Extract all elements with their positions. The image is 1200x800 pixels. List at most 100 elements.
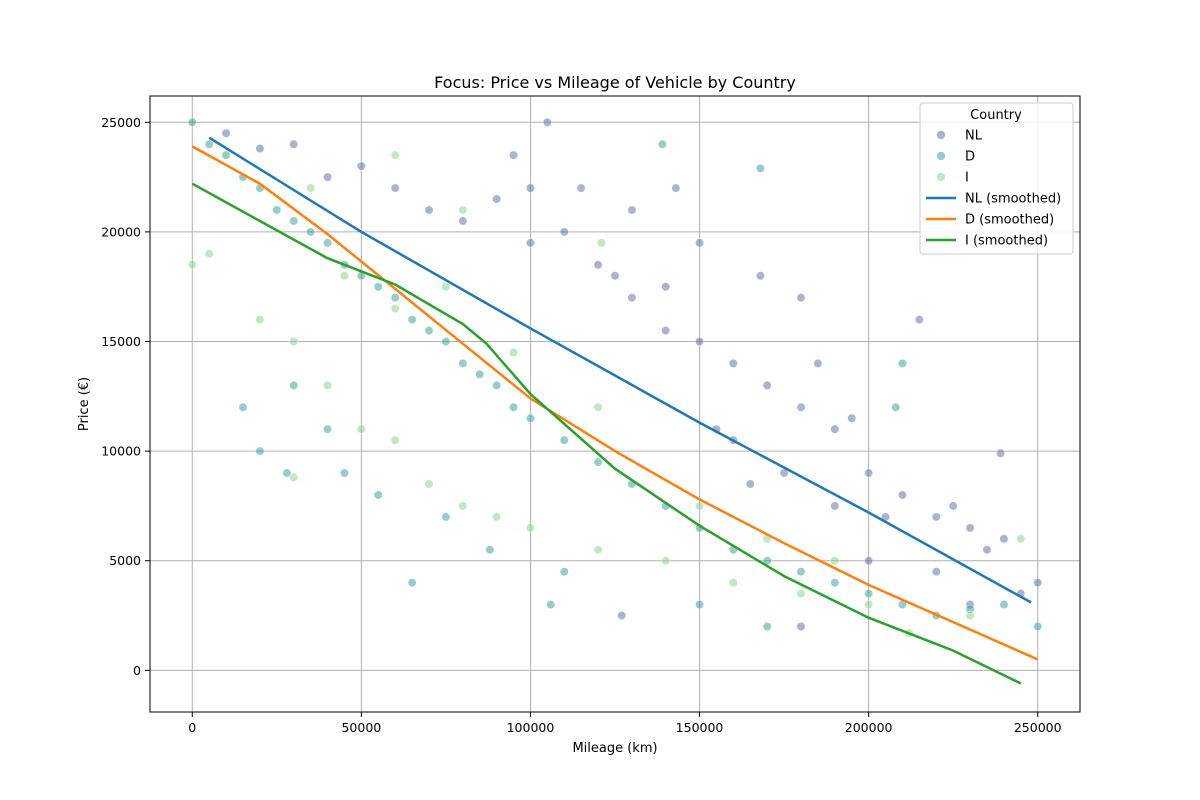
scatter-point-nl xyxy=(914,315,924,325)
scatter-point-i xyxy=(864,600,874,610)
scatter-point-i xyxy=(593,545,603,555)
scatter-point-nl xyxy=(931,512,941,522)
scatter-point-nl xyxy=(255,144,265,154)
scatter-point-i xyxy=(458,205,468,215)
scatter-point-nl xyxy=(762,380,772,390)
legend-marker-i xyxy=(936,172,946,182)
scatter-point-d xyxy=(323,424,333,434)
scatter-point-d xyxy=(525,413,535,423)
legend-marker-nl xyxy=(936,130,946,140)
scatter-point-nl xyxy=(996,448,1006,458)
scatter-point-i xyxy=(255,315,265,325)
legend-label-nl: NL xyxy=(965,129,983,144)
scatter-point-d xyxy=(282,468,292,478)
scatter-point-d xyxy=(373,282,383,292)
y-tick-label: 25000 xyxy=(101,115,141,130)
plot-frame xyxy=(149,95,1081,713)
scatter-point-d xyxy=(272,205,282,215)
legend-label-d: D xyxy=(965,150,975,165)
y-tick-label: 20000 xyxy=(101,224,141,239)
scatter-point-i xyxy=(306,183,316,193)
scatter-point-nl xyxy=(525,238,535,248)
scatter-point-d xyxy=(475,369,485,379)
legend-label-i-smoothed: I (smoothed) xyxy=(965,234,1048,249)
scatter-point-nl xyxy=(424,205,434,215)
x-tick-label: 100000 xyxy=(507,720,555,735)
y-tick-label: 0 xyxy=(133,663,141,678)
scatter-point-d xyxy=(289,216,299,226)
scatter-point-d xyxy=(390,293,400,303)
scatter-point-nl xyxy=(390,183,400,193)
scatter-point-d xyxy=(755,163,765,173)
scatter-point-d xyxy=(762,622,772,632)
scatter-point-i xyxy=(965,611,975,621)
legend-items: NL DI NL (smoothed) D (smoothed) I (smoothed… xyxy=(926,129,1061,249)
scatter-point-i xyxy=(356,424,366,434)
scatter-point-d xyxy=(999,600,1009,610)
scatter-point-d xyxy=(306,227,316,237)
scatter-point-d xyxy=(657,139,667,149)
scatter-point-nl xyxy=(813,358,823,368)
scatter-point-i xyxy=(390,304,400,314)
scatter-point-i xyxy=(424,479,434,489)
scatter-point-nl xyxy=(289,139,299,149)
scatter-point-nl xyxy=(695,238,705,248)
scatter-point-d xyxy=(492,380,502,390)
scatter-point-nl xyxy=(661,282,671,292)
scatter-point-nl xyxy=(847,413,857,423)
scatter-point-d xyxy=(897,358,907,368)
scatter-point-nl xyxy=(931,567,941,577)
scatter-point-i xyxy=(596,238,606,248)
scatter-point-d xyxy=(1033,622,1043,632)
scatter-point-d xyxy=(187,117,197,127)
scatter-point-d xyxy=(864,589,874,599)
legend-box xyxy=(919,102,1074,255)
scatter-point-nl xyxy=(982,545,992,555)
scatter-point-i xyxy=(339,271,349,281)
scatter-point-nl xyxy=(525,183,535,193)
scatter-point-nl xyxy=(695,337,705,347)
scatter-point-nl xyxy=(864,468,874,478)
scatter-point-d xyxy=(593,457,603,467)
scatter-point-i xyxy=(509,347,519,357)
scatter-point-i xyxy=(323,380,333,390)
scatter-point-d xyxy=(559,567,569,577)
scatter-point-nl xyxy=(830,501,840,511)
scatter-point-d xyxy=(407,578,417,588)
scatter-point-nl xyxy=(796,293,806,303)
scatter-point-d xyxy=(441,512,451,522)
scatter-point-nl xyxy=(221,128,231,138)
legend-title: Country xyxy=(970,108,1022,123)
scatter-point-nl xyxy=(796,622,806,632)
x-tick-label: 50000 xyxy=(341,720,381,735)
scatter-point-d xyxy=(559,435,569,445)
scatter-point-i xyxy=(1016,534,1026,544)
scatter-point-nl xyxy=(627,293,637,303)
scatter-point-d xyxy=(339,468,349,478)
scatter-point-nl xyxy=(617,611,627,621)
legend-label-i: I xyxy=(965,171,969,186)
scatter-point-d xyxy=(238,402,248,412)
scatter-point-nl xyxy=(610,271,620,281)
scatter-point-i xyxy=(204,249,214,259)
scatter-point-d xyxy=(509,402,519,412)
scatter-point-d xyxy=(255,446,265,456)
scatter-point-i xyxy=(187,260,197,270)
scatter-point-i xyxy=(661,556,671,566)
y-axis-ticks: 0 5000 10000 15000 20000 25000 xyxy=(101,115,150,678)
scatter-point-d xyxy=(458,358,468,368)
scatter-point-nl xyxy=(576,183,586,193)
scatter-point-nl xyxy=(542,117,552,127)
scatter-point-nl xyxy=(830,424,840,434)
scatter-point-nl xyxy=(745,479,755,489)
scatter-point-nl xyxy=(559,227,569,237)
legend: Country NL DI NL (smoothed) D (smoothed) I (… xyxy=(919,102,1074,255)
scatter-point-nl xyxy=(755,271,765,281)
scatter-point-i xyxy=(390,435,400,445)
scatter-point-i xyxy=(289,472,299,482)
scatter-point-d xyxy=(796,567,806,577)
scatter-point-nl xyxy=(965,523,975,533)
legend-label-nl-smoothed: NL (smoothed) xyxy=(965,192,1061,207)
scatter-point-nl xyxy=(671,183,681,193)
